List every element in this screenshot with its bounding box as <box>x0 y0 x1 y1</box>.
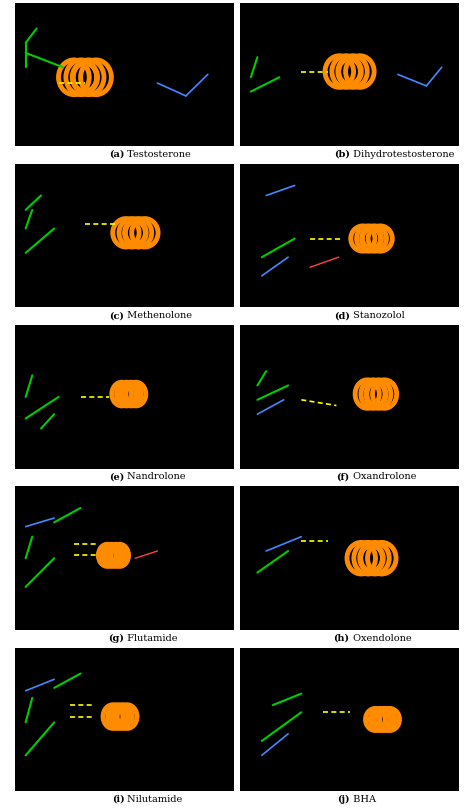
Text: BHA: BHA <box>349 794 375 803</box>
Text: (g): (g) <box>109 633 124 642</box>
Text: Nandrolone: Nandrolone <box>124 472 186 481</box>
Text: Methenolone: Methenolone <box>124 311 192 320</box>
Text: (f): (f) <box>337 472 349 481</box>
Text: (i): (i) <box>112 794 124 803</box>
Text: (j): (j) <box>337 794 349 803</box>
Text: (b): (b) <box>334 150 349 159</box>
Text: (a): (a) <box>109 150 124 159</box>
Text: Flutamide: Flutamide <box>124 633 178 642</box>
Text: Testosterone: Testosterone <box>124 150 191 159</box>
Text: Nilutamide: Nilutamide <box>124 794 182 803</box>
Text: (e): (e) <box>109 472 124 481</box>
Text: (c): (c) <box>109 311 124 320</box>
Text: Stanozolol: Stanozolol <box>349 311 404 320</box>
Text: (h): (h) <box>334 633 349 642</box>
Text: Dihydrotestosterone: Dihydrotestosterone <box>349 150 454 159</box>
Text: Oxendolone: Oxendolone <box>349 633 411 642</box>
Text: (d): (d) <box>334 311 349 320</box>
Text: Oxandrolone: Oxandrolone <box>349 472 416 481</box>
